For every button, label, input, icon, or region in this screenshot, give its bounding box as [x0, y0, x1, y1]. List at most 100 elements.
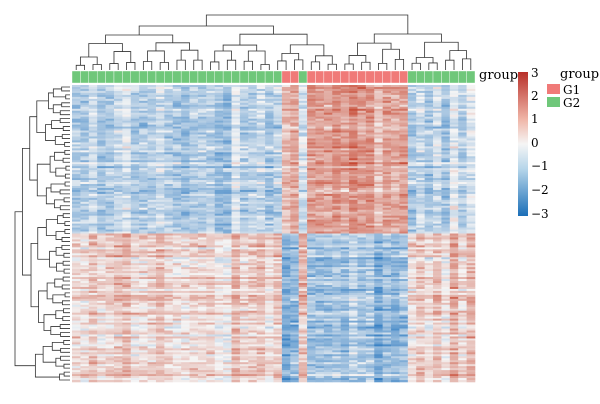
- heatmap-cell: [231, 207, 241, 211]
- heatmap-cell: [340, 259, 350, 262]
- heatmap-cell: [172, 148, 182, 151]
- heatmap-cell: [458, 215, 467, 218]
- heatmap-cell: [315, 251, 325, 254]
- heatmap-cell: [231, 281, 241, 284]
- heatmap-cell: [197, 219, 207, 222]
- heatmap-cell: [105, 259, 115, 262]
- heatmap-cell: [281, 88, 291, 92]
- heatmap-cell: [164, 178, 174, 181]
- heatmap-cell: [172, 221, 182, 224]
- heatmap-cell: [197, 205, 207, 209]
- heatmap-cell: [290, 235, 299, 238]
- heatmap-cell: [88, 92, 98, 96]
- heatmap-cell: [332, 172, 341, 175]
- heatmap-cell: [441, 146, 451, 149]
- heatmap-cell: [164, 138, 174, 141]
- heatmap-cell: [80, 185, 90, 189]
- heatmap-cell: [197, 142, 207, 145]
- heatmap-cell: [307, 217, 316, 220]
- heatmap-cell: [248, 150, 258, 153]
- heatmap-cell: [416, 217, 425, 220]
- heatmap-cell: [147, 195, 157, 199]
- heatmap-cell: [147, 193, 157, 197]
- heatmap-cell: [365, 146, 375, 149]
- heatmap-cell: [139, 134, 148, 137]
- heatmap-cell: [290, 144, 299, 147]
- heatmap-cell: [256, 239, 266, 242]
- heatmap-cell: [416, 124, 425, 127]
- heatmap-cell: [273, 138, 283, 141]
- heatmap-cell: [357, 205, 367, 209]
- heatmap-cell: [315, 122, 325, 125]
- heatmap-cell: [239, 100, 249, 104]
- heatmap-cell: [391, 126, 400, 129]
- heatmap-cell: [130, 94, 140, 98]
- heatmap-cell: [189, 138, 199, 141]
- heatmap-cell: [315, 120, 325, 123]
- heatmap-cell: [155, 176, 165, 179]
- heatmap-cell: [332, 100, 341, 104]
- heatmap-cell: [407, 205, 417, 209]
- heatmap-cell: [256, 144, 266, 147]
- heatmap-cell: [416, 108, 425, 112]
- heatmap-cell: [265, 168, 274, 171]
- heatmap-cell: [357, 146, 367, 149]
- heatmap-cell: [88, 118, 98, 121]
- heatmap-cell: [206, 85, 216, 88]
- heatmap-cell: [416, 90, 425, 94]
- heatmap-cell: [458, 124, 467, 127]
- heatmap-cell: [147, 263, 157, 266]
- heatmap-cell: [97, 191, 106, 195]
- heatmap-cell: [139, 211, 148, 214]
- heatmap-cell: [323, 126, 333, 129]
- heatmap-cell: [391, 231, 400, 234]
- heatmap-cell: [139, 199, 148, 203]
- dendrogram-branch: [373, 33, 442, 44]
- heatmap-cell: [265, 187, 274, 191]
- heatmap-cell: [206, 271, 216, 274]
- heatmap-cell: [399, 209, 409, 213]
- heatmap-cell: [265, 223, 274, 226]
- heatmap-cell: [281, 104, 291, 108]
- heatmap-cell: [391, 255, 400, 258]
- heatmap-cell: [391, 221, 400, 224]
- heatmap-cell: [181, 249, 190, 252]
- heatmap-cell: [323, 213, 333, 216]
- heatmap-cell: [155, 85, 165, 88]
- heatmap-cell: [248, 130, 258, 133]
- heatmap-cell: [97, 146, 106, 149]
- heatmap-cell: [466, 90, 476, 94]
- heatmap-cell: [340, 170, 350, 173]
- heatmap-cell: [197, 102, 207, 106]
- dendrogram-branch: [142, 61, 153, 70]
- heatmap-cell: [433, 205, 442, 209]
- heatmap-cell: [72, 166, 81, 169]
- heatmap-cell: [130, 185, 140, 189]
- heatmap-cell: [382, 247, 392, 250]
- heatmap-cell: [97, 255, 106, 258]
- heatmap-cell: [332, 184, 341, 187]
- heatmap-cell: [391, 98, 400, 102]
- heatmap-cell: [80, 273, 90, 276]
- heatmap-cell: [97, 164, 106, 167]
- heatmap-cell: [147, 164, 157, 167]
- heatmap-cell: [147, 265, 157, 268]
- heatmap-cell: [206, 263, 216, 266]
- heatmap-cell: [122, 116, 132, 119]
- heatmap-cell: [122, 257, 132, 260]
- heatmap-cell: [130, 259, 140, 262]
- heatmap-cell: [449, 271, 459, 274]
- heatmap-cell: [88, 108, 98, 112]
- heatmap-cell: [399, 98, 409, 102]
- heatmap-cell: [307, 219, 316, 222]
- heatmap-cell: [340, 269, 350, 272]
- heatmap-cell: [206, 148, 216, 151]
- heatmap-cell: [416, 223, 425, 226]
- heatmap-cell: [239, 269, 249, 272]
- heatmap-cell: [391, 142, 400, 145]
- heatmap-cell: [441, 199, 451, 203]
- heatmap-cell: [365, 203, 375, 207]
- heatmap-cell: [391, 150, 400, 153]
- heatmap-cell: [139, 184, 148, 187]
- heatmap-cell: [265, 225, 274, 228]
